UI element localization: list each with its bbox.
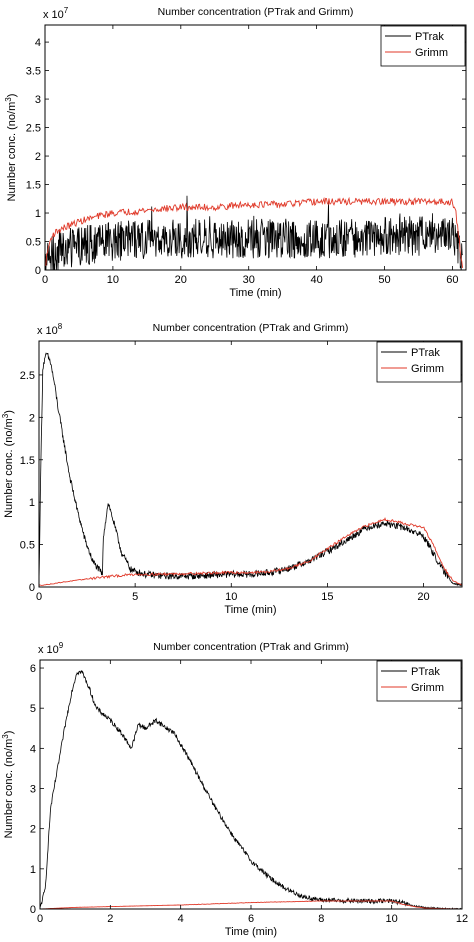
- plot-area-frame: [38, 340, 463, 588]
- chart-panel-1: Number concentration (PTrak and Grimm) x …: [0, 0, 474, 302]
- x-tick-label: 5: [132, 591, 138, 603]
- series-grimm-line: [39, 517, 462, 586]
- chart-title: Number concentration (PTrak and Grimm): [158, 6, 354, 18]
- x-tick-label: 6: [248, 913, 254, 925]
- y-axis-label-sup: 3: [1, 413, 10, 418]
- y-axis-label-sup: 3: [4, 97, 13, 102]
- chart-title: Number concentration (PTrak and Grimm): [153, 322, 349, 334]
- x-tick-label: 8: [318, 913, 324, 925]
- plot-area-frame: [44, 24, 467, 271]
- x-axis-label: Time (min): [229, 287, 281, 299]
- legend-label-ptrak: PTrak: [411, 347, 440, 359]
- y-tick-label: 0: [29, 582, 35, 594]
- y-tick-label: 1: [35, 208, 41, 220]
- chart-3-svg: Number concentration (PTrak and Grimm) x …: [1, 641, 468, 938]
- y-exponent: x 108: [37, 322, 63, 337]
- series-ptrak-line: [40, 670, 462, 909]
- x-tick-label: 0: [36, 591, 42, 603]
- y-tick-label: 0.5: [20, 540, 35, 552]
- y-axis-label: Number conc. (no/m3): [1, 731, 15, 839]
- y-tick-label: 0.5: [26, 237, 41, 249]
- chart-1-svg: Number concentration (PTrak and Grimm) x …: [4, 6, 467, 299]
- y-tick-label: 3.5: [26, 66, 41, 78]
- legend-box: [380, 25, 466, 67]
- x-tick-label: 0: [37, 913, 43, 925]
- x-tick-label: 50: [378, 274, 390, 286]
- y-exponent-power: 9: [59, 641, 64, 650]
- y-tick-label: 0: [35, 265, 41, 277]
- y-axis-label-text: Number conc. (no/m: [6, 102, 18, 202]
- series-ptrak-line: [39, 352, 462, 587]
- y-axis-label: Number conc. (no/m3): [4, 94, 18, 202]
- x-tick-label: 12: [456, 913, 468, 925]
- y-tick-label: 2: [30, 824, 36, 836]
- y-tick-label: 2: [35, 151, 41, 163]
- y-tick-label: 3: [35, 94, 41, 106]
- y-tick-label: 4: [35, 37, 41, 49]
- x-tick-label: 20: [175, 274, 187, 286]
- x-tick-label: 40: [310, 274, 322, 286]
- x-tick-label: 30: [243, 274, 255, 286]
- y-tick-label: 2.5: [26, 123, 41, 135]
- y-tick-label: 1.5: [20, 455, 35, 467]
- series-grimm-line: [45, 196, 464, 268]
- y-tick-label: 2: [29, 412, 35, 424]
- y-exponent-power: 8: [58, 322, 63, 331]
- chart-panel-3: Number concentration (PTrak and Grimm) x …: [0, 636, 474, 942]
- y-axis-label-close: ): [3, 731, 15, 735]
- x-tick-label: 15: [321, 591, 333, 603]
- x-tick-label: 60: [446, 274, 458, 286]
- y-axis-label-text: Number conc. (no/m: [3, 418, 15, 518]
- y-exponent: x 109: [38, 641, 64, 656]
- y-axis-label-close: ): [3, 410, 15, 414]
- y-axis-label-text: Number conc. (no/m: [3, 739, 15, 839]
- x-tick-label: 0: [42, 274, 48, 286]
- x-tick-label: 10: [225, 591, 237, 603]
- x-tick-label: 10: [386, 913, 398, 925]
- series-ptrak-line: [45, 195, 463, 270]
- y-exponent: x 107: [43, 6, 69, 21]
- legend-label-ptrak: PTrak: [411, 666, 440, 678]
- y-tick-label: 5: [30, 703, 36, 715]
- y-tick-label: 3: [30, 784, 36, 796]
- x-tick-label: 10: [107, 274, 119, 286]
- legend-label-ptrak: PTrak: [415, 31, 444, 43]
- x-axis-label: Time (min): [225, 926, 277, 938]
- y-axis-label-sup: 3: [1, 734, 10, 739]
- y-tick-label: 2.5: [20, 370, 35, 382]
- x-tick-label: 4: [178, 913, 184, 925]
- y-tick-label: 4: [30, 743, 36, 755]
- legend-box: [376, 660, 462, 702]
- y-tick-label: 1: [30, 864, 36, 876]
- y-tick-label: 1.5: [26, 180, 41, 192]
- chart-2-svg: Number concentration (PTrak and Grimm) x …: [1, 322, 463, 616]
- y-tick-label: 1: [29, 497, 35, 509]
- y-exponent-power: 7: [64, 6, 69, 15]
- x-tick-label: 2: [107, 913, 113, 925]
- y-axis-label: Number conc. (no/m3): [1, 410, 15, 518]
- legend-box: [376, 341, 462, 383]
- x-axis-label: Time (min): [224, 604, 276, 616]
- chart-title: Number concentration (PTrak and Grimm): [153, 641, 349, 653]
- y-tick-label: 0: [30, 904, 36, 916]
- legend-label-grimm: Grimm: [411, 682, 444, 694]
- x-tick-label: 20: [417, 591, 429, 603]
- chart-panel-2: Number concentration (PTrak and Grimm) x …: [0, 318, 474, 623]
- y-axis-label-close: ): [6, 94, 18, 98]
- legend-label-grimm: Grimm: [411, 363, 444, 375]
- y-tick-label: 6: [30, 663, 36, 675]
- legend-label-grimm: Grimm: [415, 47, 448, 59]
